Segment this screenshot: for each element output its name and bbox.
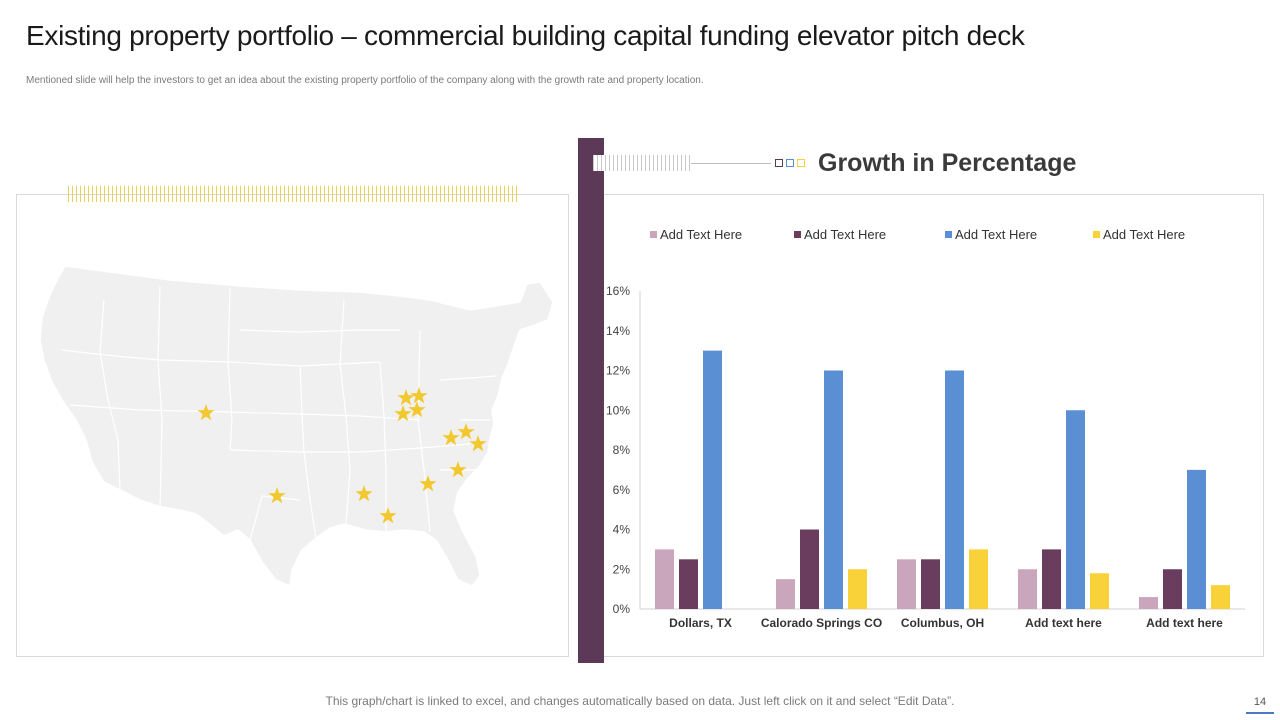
x-tick-label: Add text here [1025, 616, 1102, 630]
bar-series3 [824, 370, 843, 609]
chart-title: Growth in Percentage [818, 149, 1077, 177]
y-tick-label: 14% [606, 324, 630, 338]
y-tick-label: 0% [613, 602, 631, 616]
legend-swatch-2 [794, 231, 801, 238]
decor-square-yellow [797, 159, 805, 167]
bar-series4 [969, 549, 988, 609]
marker-mississippi-star-icon [355, 485, 373, 502]
bar-series3 [1066, 410, 1085, 609]
bar-series3 [945, 370, 964, 609]
page-title: Existing property portfolio – commercial… [26, 20, 1025, 51]
bar-series4 [848, 569, 867, 609]
map-markers [197, 387, 487, 524]
y-tick-label: 8% [613, 443, 631, 457]
marker-virginia-star-icon [457, 423, 475, 440]
marker-ohio-east-star-icon [410, 387, 428, 404]
x-tick-label: Add text here [1146, 616, 1223, 630]
legend-label-4: Add Text Here [1103, 227, 1185, 242]
bar-series1 [776, 579, 795, 609]
marker-north-carolina-star-icon [469, 435, 487, 452]
chart-decorative-line [691, 163, 771, 164]
legend-label-2: Add Text Here [804, 227, 886, 242]
page-subtitle: Mentioned slide will help the investors … [26, 75, 704, 86]
y-tick-label: 2% [613, 562, 631, 576]
marker-west-virginia-star-icon [442, 429, 460, 446]
bar-series2 [679, 559, 698, 609]
legend-swatch-1 [650, 231, 657, 238]
map-decorative-hatch [68, 186, 518, 202]
bar-series2 [800, 529, 819, 609]
marker-ohio-south-star-icon [408, 401, 426, 418]
bar-series4 [1090, 573, 1109, 609]
bar-series1 [897, 559, 916, 609]
y-tick-label: 6% [613, 483, 631, 497]
us-map-outline [39, 265, 554, 588]
chart-decorative-hatch [593, 155, 691, 171]
decor-square-blue [786, 159, 794, 167]
growth-bar-chart: 0% 2% 4% 6% 8% 10% 12% 14% 16% Dollars, TX Calorad… [606, 227, 1245, 630]
page-number-underline [1246, 712, 1274, 714]
legend-swatch-3 [945, 231, 952, 238]
bar-series2 [1042, 549, 1061, 609]
page-number: 14 [1253, 696, 1267, 708]
bar-series1 [655, 549, 674, 609]
bar-series2 [1163, 569, 1182, 609]
accent-bar [578, 138, 604, 663]
x-tick-label: Columbus, OH [901, 616, 984, 630]
bar-series1 [1018, 569, 1037, 609]
footer-note: This graph/chart is linked to excel, and… [325, 694, 955, 708]
x-tick-label: Calorado Springs CO [761, 616, 882, 630]
legend-label-1: Add Text Here [660, 227, 742, 242]
bar-series3 [703, 350, 722, 609]
bar-series2 [921, 559, 940, 609]
us-map [39, 265, 554, 588]
bar-series1 [1139, 597, 1158, 609]
y-tick-label: 4% [613, 523, 631, 537]
marker-colorado-star-icon [197, 404, 215, 421]
marker-ohio-star-icon [397, 389, 415, 406]
decor-square-purple [775, 159, 783, 167]
y-tick-label: 10% [606, 403, 630, 417]
bar-series4 [1211, 585, 1230, 609]
legend-swatch-4 [1093, 231, 1100, 238]
marker-south-carolina-star-icon [449, 461, 467, 478]
y-tick-label: 16% [606, 284, 630, 298]
bar-series3 [1187, 469, 1206, 609]
marker-georgia-star-icon [419, 475, 437, 492]
legend-label-3: Add Text Here [955, 227, 1037, 242]
marker-alabama-star-icon [379, 507, 397, 524]
y-tick-label: 12% [606, 364, 630, 378]
x-tick-label: Dollars, TX [669, 616, 732, 630]
marker-texas-star-icon [268, 487, 286, 504]
us-map-state-borders [61, 285, 497, 541]
marker-indiana-star-icon [394, 405, 412, 422]
